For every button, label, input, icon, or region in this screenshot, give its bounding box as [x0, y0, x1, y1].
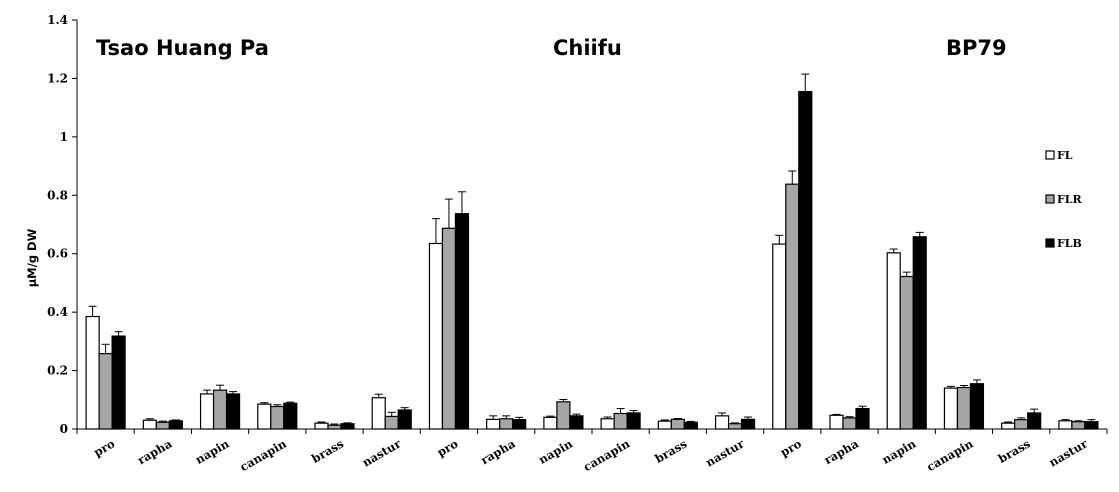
bar-flb — [340, 423, 355, 430]
category-label: rapha — [135, 436, 175, 467]
bar-flr — [613, 412, 628, 430]
category-label: canapin — [238, 436, 290, 474]
bar-fl — [657, 420, 672, 430]
y-tick-label: 0.4 — [47, 305, 68, 319]
legend-label-flb: FLB — [1057, 237, 1082, 250]
category-label: pro — [435, 436, 461, 459]
legend-label-flr: FLR — [1057, 193, 1083, 206]
bar-fl — [314, 422, 329, 430]
bar-flr — [155, 421, 170, 430]
bar-fl — [886, 252, 901, 430]
bar-flr — [556, 401, 571, 430]
y-tick-label: 1.4 — [47, 13, 68, 27]
bar-fl — [371, 397, 386, 430]
bar-fl — [600, 418, 615, 430]
bar-flb — [225, 393, 241, 430]
bar-fl — [85, 315, 100, 430]
y-tick-label: 0.8 — [47, 188, 68, 202]
category-label: rapha — [478, 436, 518, 467]
bar-fl — [199, 393, 215, 430]
bar-flb — [569, 415, 584, 430]
bar-flr — [327, 424, 342, 430]
x-axis-ticks — [76, 429, 1108, 434]
bar-flr — [270, 405, 285, 430]
bar-flr — [1071, 421, 1086, 430]
category-label: canapin — [581, 436, 633, 474]
bar-flb — [626, 412, 641, 430]
bar-flb — [740, 418, 756, 430]
y-axis-label: μM/g DW — [25, 228, 39, 287]
bar-fl — [714, 415, 730, 430]
category-label: pro — [91, 436, 117, 459]
bar-flb — [512, 419, 527, 430]
y-tick-label: 1 — [60, 130, 68, 144]
category-label: canapin — [924, 436, 976, 474]
category-label: brass — [309, 436, 346, 465]
chart-axes — [76, 20, 1107, 430]
bar-flr — [956, 386, 972, 430]
bar-flr — [441, 227, 457, 430]
category-label: rapha — [822, 436, 862, 467]
bar-fl — [943, 387, 959, 430]
legend-swatch-flb — [1045, 238, 1055, 248]
legend: FL FLR FLB — [1045, 149, 1083, 250]
bar-flb — [397, 409, 412, 430]
bar-flb — [111, 335, 126, 430]
y-tick-label: 0 — [60, 422, 68, 436]
legend-swatch-fl — [1045, 150, 1055, 160]
category-label: nastur — [1046, 436, 1090, 470]
bar-flr — [1014, 419, 1029, 430]
bar-flr — [212, 389, 228, 430]
bar-flr — [384, 415, 399, 430]
category-label: brass — [996, 436, 1033, 465]
legend-swatch-flr — [1045, 194, 1055, 204]
bar-fl — [772, 243, 787, 430]
bar-flb — [1084, 421, 1099, 430]
bar-flb — [855, 407, 870, 430]
bar-fl — [1001, 422, 1016, 430]
category-label: brass — [652, 436, 689, 465]
category-label: nastur — [360, 436, 404, 470]
category-label: napin — [880, 436, 919, 467]
y-axis-ticks: 0 0.2 0.4 0.6 0.8 1 1.2 1.4 — [47, 13, 77, 436]
category-label: pro — [778, 436, 804, 459]
bar-flr — [842, 417, 857, 430]
y-tick-label: 0.6 — [47, 247, 68, 261]
bar-fl — [257, 403, 272, 430]
category-labels: pro rapha napin canapin brass nastur pro rapha n… — [91, 436, 1090, 474]
bar-flr — [670, 418, 685, 430]
bar-series — [85, 90, 1099, 430]
group-title-3: BP79 — [946, 36, 1007, 60]
error-bars — [88, 73, 1096, 426]
bar-flb — [683, 421, 698, 430]
group-titles: Tsao Huang Pa Chiifu BP79 — [96, 36, 1007, 60]
bar-flb — [969, 383, 985, 430]
bar-flr — [899, 275, 914, 430]
y-tick-label: 0.2 — [47, 364, 68, 378]
bar-fl — [486, 418, 501, 430]
bar-fl — [1058, 420, 1073, 430]
bar-fl — [829, 414, 844, 430]
bar-flb — [168, 420, 183, 430]
y-tick-label: 1.2 — [47, 71, 68, 85]
bar-flb — [912, 236, 927, 430]
group-title-1: Tsao Huang Pa — [96, 36, 269, 60]
bar-fl — [142, 419, 157, 430]
bar-flr — [499, 418, 514, 430]
category-label: nastur — [703, 436, 747, 470]
bar-flb — [1027, 412, 1042, 430]
bar-fl — [428, 242, 444, 430]
category-label: napin — [536, 436, 575, 467]
bar-fl — [543, 416, 558, 430]
bar-flb — [454, 213, 470, 430]
bar-flr — [727, 423, 743, 430]
bar-flr — [785, 183, 800, 430]
category-label: napin — [193, 436, 232, 467]
bar-flb — [798, 90, 813, 430]
bar-flb — [283, 402, 298, 430]
group-title-2: Chiifu — [553, 36, 622, 60]
legend-label-fl: FL — [1057, 149, 1073, 162]
bar-flr — [98, 353, 113, 430]
